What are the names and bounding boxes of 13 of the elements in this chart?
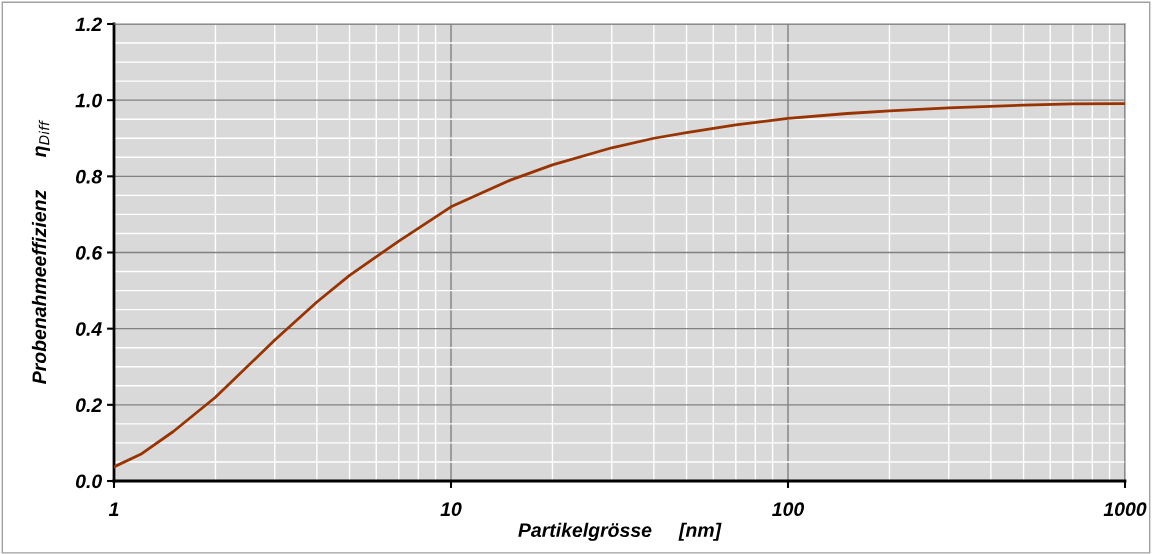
y-tick-label: 0.8: [75, 169, 103, 184]
x-tick-label: 1000: [1103, 502, 1147, 517]
x-axis-title: Partikelgrösse [nm]: [518, 522, 722, 541]
y-tick-label: 0.6: [75, 245, 103, 260]
x-tick-label: 10: [440, 502, 462, 517]
x-tick-label: 1: [108, 502, 119, 516]
y-tick-label: 0.2: [75, 398, 102, 413]
y-tick-label: 0.4: [75, 322, 102, 336]
y-tick-label: 1.2: [75, 17, 102, 32]
y-tick-label: 1.0: [75, 93, 103, 108]
y-axis-title: Probenahmeeffizienz η$_{Diff}$: [31, 119, 51, 384]
x-tick-label: 100: [772, 502, 805, 517]
y-tick-label: 0.0: [75, 474, 103, 489]
